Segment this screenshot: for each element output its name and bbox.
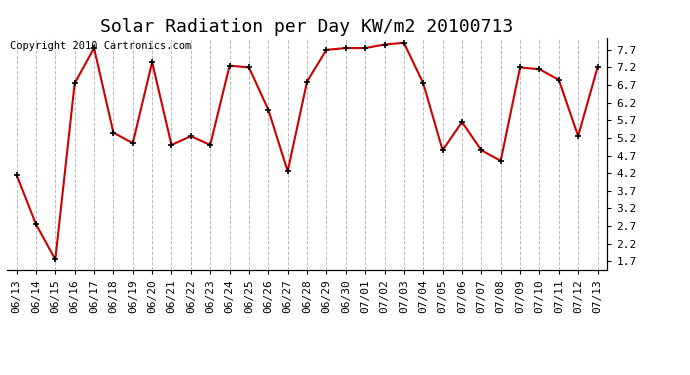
Text: Copyright 2010 Cartronics.com: Copyright 2010 Cartronics.com [10, 41, 191, 51]
Title: Solar Radiation per Day KW/m2 20100713: Solar Radiation per Day KW/m2 20100713 [101, 18, 513, 36]
